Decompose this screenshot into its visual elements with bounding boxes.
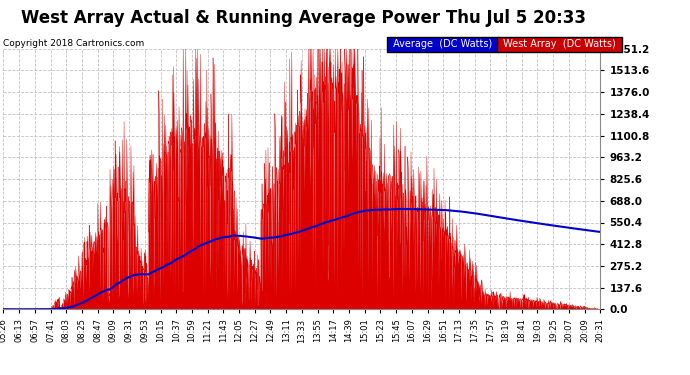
Text: West Array  (DC Watts): West Array (DC Watts) <box>500 39 619 50</box>
Text: Copyright 2018 Cartronics.com: Copyright 2018 Cartronics.com <box>3 39 145 48</box>
Text: West Array Actual & Running Average Power Thu Jul 5 20:33: West Array Actual & Running Average Powe… <box>21 9 586 27</box>
Text: Average  (DC Watts): Average (DC Watts) <box>390 39 495 50</box>
